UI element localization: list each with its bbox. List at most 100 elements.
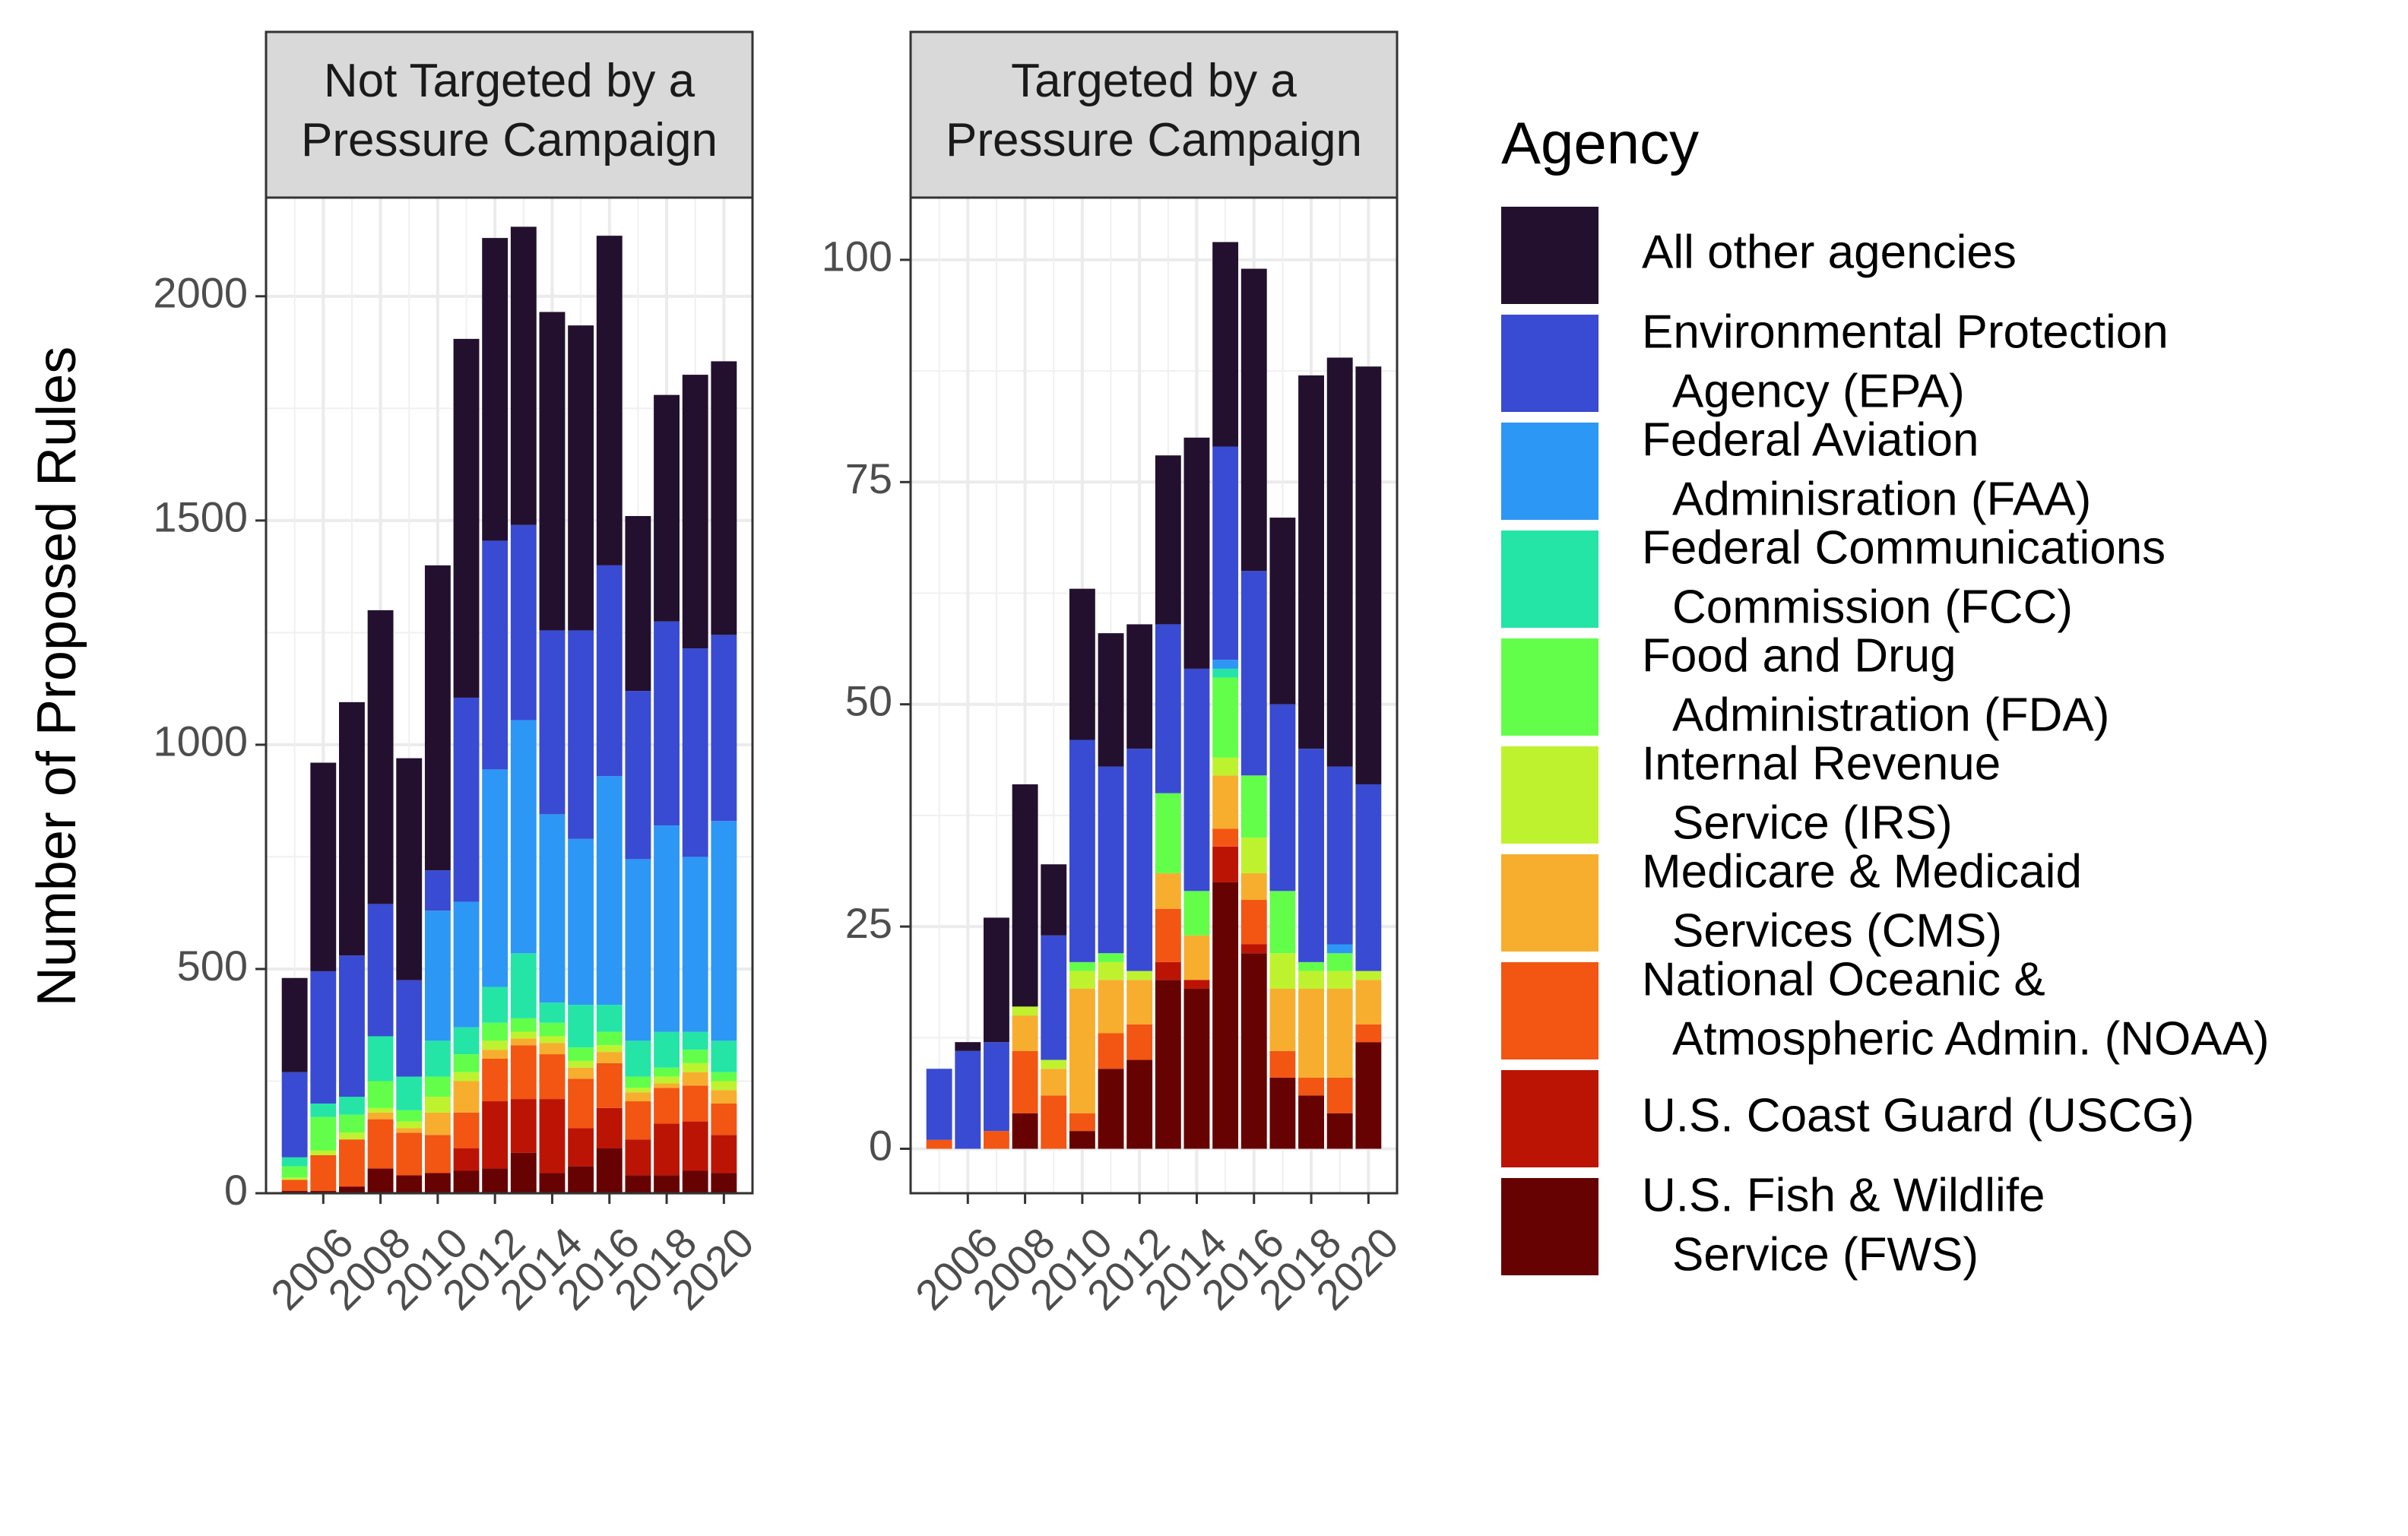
- bar-segment-fws-2012: [482, 1168, 509, 1193]
- bar-segment-noaa-2015: [1212, 828, 1239, 847]
- bar-segment-fda-2019: [1326, 953, 1353, 971]
- bar-segment-other-2009: [1041, 864, 1067, 936]
- bar-segment-other-2020: [1355, 366, 1382, 784]
- panel-strip-line1: Targeted by a: [1011, 55, 1297, 107]
- y-tick-label: 25: [845, 899, 892, 947]
- bar-segment-noaa-2016: [1240, 900, 1267, 945]
- bar-segment-other-2010: [1069, 588, 1095, 740]
- bar-segment-uscg-2013: [1155, 961, 1181, 980]
- bar-segment-other-2018: [1298, 375, 1324, 749]
- bar-segment-fcc-2012: [482, 987, 509, 1023]
- legend-key-irs: [1501, 746, 1598, 844]
- bar-segment-cms-2010: [424, 1112, 451, 1135]
- bar-segment-fda-2008: [367, 1081, 394, 1108]
- bar-segment-irs-2005: [281, 1177, 308, 1180]
- bar-segment-irs-2018: [1298, 971, 1324, 989]
- bar-segment-noaa-2018: [1298, 1077, 1324, 1096]
- bar-segment-epa-2012: [482, 540, 509, 770]
- bar-segment-faa-2020: [711, 821, 737, 1041]
- bar-segment-irs-2017: [625, 1088, 651, 1093]
- bar-segment-irs-2019: [1326, 971, 1353, 989]
- bar-segment-noaa-2011: [453, 1112, 480, 1148]
- bar-segment-cms-2012: [1126, 980, 1153, 1025]
- bar-segment-noaa-2007: [339, 1139, 365, 1187]
- bar-segment-cms-2012: [482, 1050, 509, 1059]
- bar-segment-fda-2009: [396, 1110, 423, 1122]
- bar-segment-fda-2006: [310, 1116, 337, 1151]
- bar-segment-epa-2014: [1183, 668, 1210, 892]
- bar-segment-fws-2016: [1240, 953, 1267, 1149]
- bar-segment-epa-2007: [339, 955, 365, 1097]
- bar-segment-fcc-2018: [654, 1031, 680, 1068]
- bar-segment-cms-2019: [682, 1072, 708, 1086]
- bar-segment-noaa-2010: [1069, 1113, 1095, 1132]
- legend-key-fcc: [1501, 530, 1598, 628]
- bar-segment-irs-2006: [310, 1150, 337, 1155]
- bar-segment-cms-2014: [1183, 935, 1210, 980]
- bar-segment-cms-2011: [453, 1081, 480, 1113]
- bar-segment-fcc-2006: [310, 1103, 337, 1117]
- legend-title: Agency: [1501, 109, 1699, 176]
- bar-segment-noaa-2017: [625, 1101, 651, 1140]
- legend-label-line1: Medicare & Medicaid: [1642, 845, 2082, 898]
- bar-segment-fws-2013: [1155, 980, 1181, 1149]
- bar-segment-other-2016: [596, 236, 623, 565]
- bar-segment-noaa-2012: [1126, 1024, 1153, 1060]
- bar-segment-irs-2011: [1098, 961, 1124, 980]
- bar-segment-noaa-2013: [510, 1045, 537, 1100]
- bar-segment-fda-2010: [1069, 961, 1095, 971]
- bar-segment-epa-2010: [1069, 739, 1095, 962]
- bar-segment-noaa-2011: [1098, 1033, 1124, 1069]
- legend-label-line2: Service (FWS): [1672, 1228, 1979, 1281]
- bar-segment-other-2017: [625, 515, 651, 692]
- bar-segment-fda-2018: [1298, 961, 1324, 971]
- bar-segment-fcc-2020: [711, 1040, 737, 1072]
- bar-segment-uscg-2016: [596, 1107, 623, 1148]
- bar-segment-cms-2017: [625, 1092, 651, 1102]
- legend-label-line1: Environmental Protection: [1642, 306, 2169, 358]
- legend-item-faa: Federal Aviation Adminisration (FAA): [1501, 413, 2091, 525]
- bar-segment-epa-2006: [955, 1050, 981, 1149]
- bar-segment-cms-2015: [568, 1067, 594, 1079]
- y-tick-label: 0: [869, 1121, 892, 1169]
- bar-segment-fda-2013: [1155, 793, 1181, 873]
- bar-segment-irs-2016: [596, 1045, 623, 1053]
- legend-items: All other agencies Environmental Protecti…: [1501, 207, 2270, 1281]
- bar-segment-epa-2013: [1155, 624, 1181, 793]
- bar-segment-other-2007: [984, 917, 1009, 1043]
- y-tick-label: 0: [224, 1166, 248, 1214]
- bar-segment-uscg-2015: [568, 1128, 594, 1167]
- panel-1: Not Targeted by a Pressure Campaign 0 500 10…: [153, 30, 763, 1319]
- bar-segment-fws-2008: [1012, 1113, 1038, 1149]
- bar-segment-noaa-2015: [568, 1078, 594, 1129]
- bar-segment-uscg-2014: [1183, 980, 1210, 989]
- legend-item-fws: U.S. Fish & Wildlife Service (FWS): [1501, 1169, 2045, 1281]
- bar-segment-uscg-2020: [711, 1135, 737, 1173]
- panel-strip: [265, 30, 754, 199]
- y-tick-label: 50: [845, 676, 892, 724]
- bar-segment-epa-2020: [711, 635, 737, 822]
- bar-segment-noaa-2017: [1269, 1050, 1296, 1078]
- y-tick-label: 500: [177, 942, 248, 990]
- bar-segment-noaa-2013: [1155, 908, 1181, 962]
- bar-segment-fcc-2015: [568, 1005, 594, 1048]
- bar-segment-other-2007: [339, 701, 365, 956]
- bar-segment-other-2016: [1240, 268, 1267, 572]
- bar-segment-fws-2020: [1355, 1042, 1382, 1149]
- bar-segment-other-2006: [310, 762, 337, 971]
- panel-2: Targeted by a Pressure Campaign 0 25 50 75 100…: [822, 30, 1408, 1319]
- legend-label-line1: U.S. Coast Guard (USCG): [1642, 1089, 2194, 1142]
- bar-segment-uscg-2019: [682, 1121, 708, 1171]
- legend-label-line1: Food and Drug: [1642, 629, 1956, 682]
- bar-segment-other-2020: [711, 361, 737, 635]
- bar-segment-epa-2016: [1240, 571, 1267, 776]
- bar-segment-irs-2013: [510, 1031, 537, 1039]
- legend-label-line2: Service (IRS): [1672, 797, 1953, 849]
- y-tick-label: 1000: [153, 717, 248, 765]
- bar-segment-fws-2017: [1269, 1077, 1296, 1149]
- bar-segment-fda-2014: [539, 1022, 566, 1037]
- bar-segment-irs-2017: [1269, 953, 1296, 989]
- bar-segment-other-2019: [682, 375, 708, 649]
- bar-segment-cms-2018: [1298, 988, 1324, 1078]
- bar-segment-epa-2020: [1355, 784, 1382, 971]
